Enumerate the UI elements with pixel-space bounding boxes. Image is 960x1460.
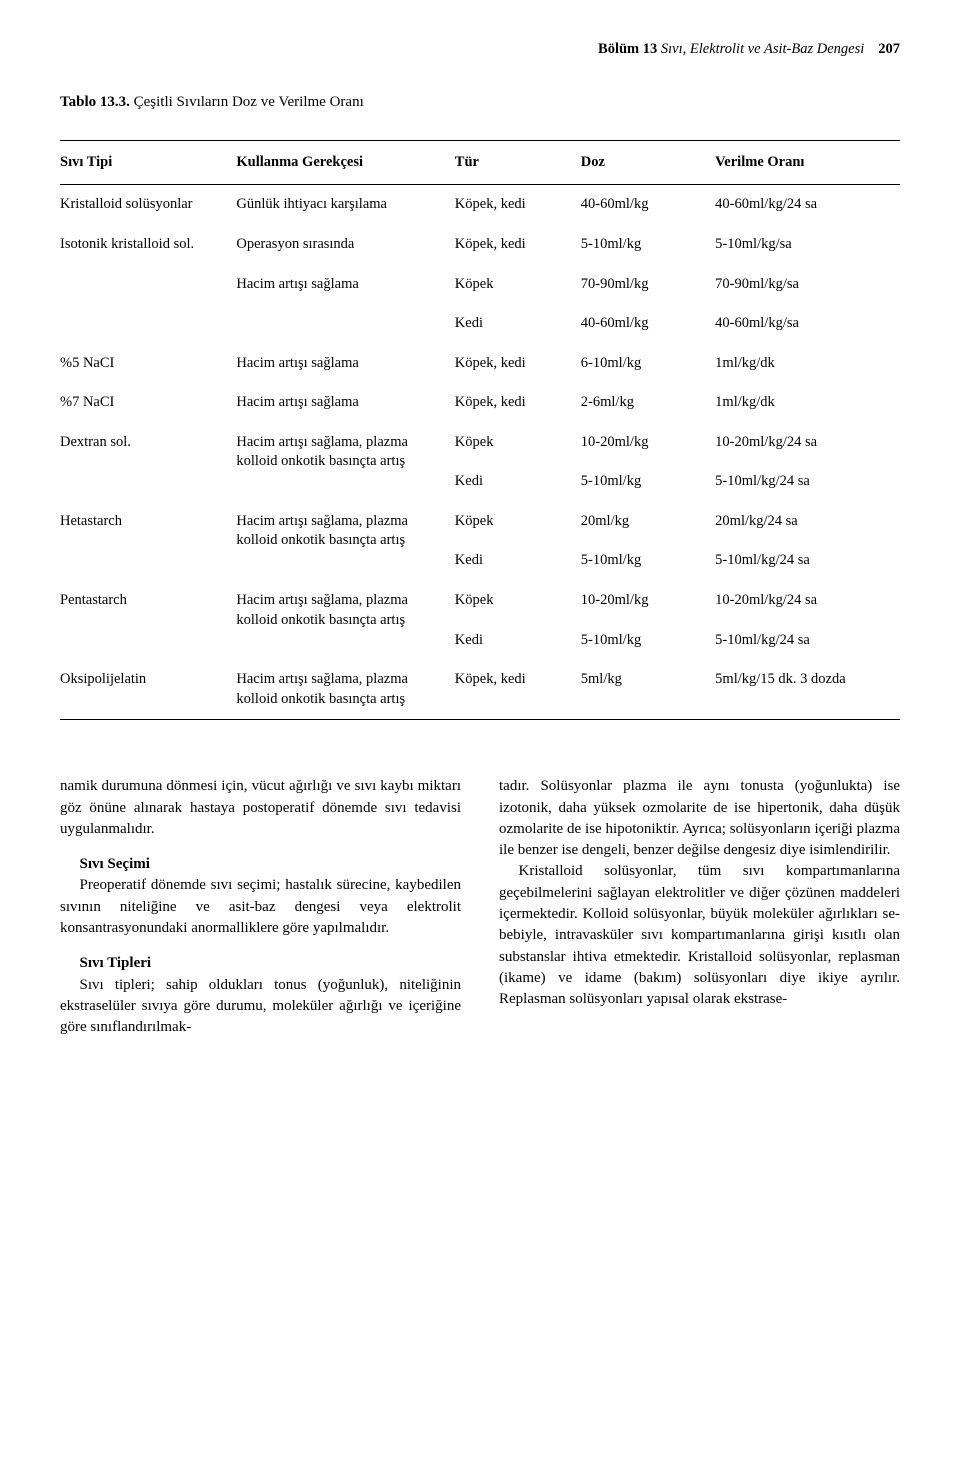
col-header-reason: Kullanma Gerekçesi — [236, 140, 454, 185]
page-number: 207 — [878, 40, 900, 60]
cell-dose: 40-60ml/kg — [581, 304, 715, 344]
cell-species: Köpek, kedi — [455, 225, 581, 265]
table-row: Isotonik kristalloid sol. Operasyon sıra… — [60, 225, 900, 265]
cell-type — [60, 304, 236, 344]
cell-species: Kedi — [455, 304, 581, 344]
cell-species: Köpek, kedi — [455, 344, 581, 384]
cell-type: Kristalloid solüsyonlar — [60, 185, 236, 225]
cell-type: %7 NaCI — [60, 383, 236, 423]
cell-dose: 70-90ml/kg — [581, 265, 715, 305]
body-col-right: tadır. Solüsyonlar plazma ile aynı tonus… — [499, 776, 900, 1038]
cell-species: Köpek, kedi — [455, 383, 581, 423]
cell-rate: 5ml/kg/15 dk. 3 dozda — [715, 660, 900, 720]
cell-type — [60, 265, 236, 305]
cell-type: Isotonik kristalloid sol. — [60, 225, 236, 265]
section-heading: Sıvı Tipleri — [60, 953, 461, 974]
chapter-title: Sıvı, Elektrolit ve Asit-Baz Dengesi — [661, 41, 864, 57]
cell-dose: 5-10ml/kg — [581, 225, 715, 265]
para: Kristalloid solüsyonlar, tüm sıvı kompar… — [499, 861, 900, 1010]
section-heading: Sıvı Seçimi — [60, 854, 461, 875]
para: Sıvı tipleri; sahip oldukları tonus (yoğ… — [60, 975, 461, 1039]
cell-species: Kedi — [455, 541, 581, 581]
cell-dose: 5-10ml/kg — [581, 462, 715, 502]
cell-reason: Hacim artışı sağlama — [236, 265, 454, 305]
cell-type: Pentastarch — [60, 581, 236, 660]
cell-dose: 10-20ml/kg — [581, 423, 715, 463]
cell-species: Kedi — [455, 621, 581, 661]
cell-species: Köpek — [455, 265, 581, 305]
table-row: %5 NaCI Hacim artışı sağlama Köpek, kedi… — [60, 344, 900, 384]
cell-species: Kedi — [455, 462, 581, 502]
cell-rate: 20ml/kg/24 sa — [715, 502, 900, 542]
cell-dose: 20ml/kg — [581, 502, 715, 542]
body-col-left: namik durumuna dönmesi için, vücut ağırl… — [60, 776, 461, 1038]
table-row: Pentastarch Hacim artışı sağlama, plazma… — [60, 581, 900, 621]
table-caption-number: Tablo 13.3. — [60, 94, 130, 110]
chapter-label: Bölüm 13 — [598, 41, 657, 57]
table-header-row: Sıvı Tipi Kullanma Gerekçesi Tür Doz Ver… — [60, 140, 900, 185]
col-header-species: Tür — [455, 140, 581, 185]
cell-rate: 5-10ml/kg/24 sa — [715, 462, 900, 502]
cell-dose: 40-60ml/kg — [581, 185, 715, 225]
table-row: Kedi 40-60ml/kg 40-60ml/kg/sa — [60, 304, 900, 344]
col-header-rate: Verilme Oranı — [715, 140, 900, 185]
cell-rate: 40-60ml/kg/sa — [715, 304, 900, 344]
cell-reason: Hacim artışı sağlama, plazma kolloid onk… — [236, 502, 454, 581]
cell-reason: Hacim artışı sağlama, plazma kolloid onk… — [236, 660, 454, 720]
table-row: Oksipolijelatin Hacim artışı sağlama, pl… — [60, 660, 900, 720]
para: namik durumuna dönmesi için, vücut ağırl… — [60, 776, 461, 840]
cell-species: Köpek, kedi — [455, 660, 581, 720]
cell-reason: Hacim artışı sağlama, plazma kolloid onk… — [236, 581, 454, 660]
cell-reason: Operasyon sırasında — [236, 225, 454, 265]
cell-dose: 10-20ml/kg — [581, 581, 715, 621]
table-caption: Tablo 13.3. Çeşitli Sıvıların Doz ve Ver… — [60, 92, 900, 112]
cell-reason — [236, 304, 454, 344]
cell-dose: 5-10ml/kg — [581, 541, 715, 581]
running-header-text: Bölüm 13 Sıvı, Elektrolit ve Asit-Baz De… — [598, 40, 864, 60]
cell-type: Oksipolijelatin — [60, 660, 236, 720]
cell-rate: 1ml/kg/dk — [715, 383, 900, 423]
cell-reason: Hacim artışı sağlama, plazma kolloid onk… — [236, 423, 454, 502]
table-row: Dextran sol. Hacim artışı sağlama, plazm… — [60, 423, 900, 463]
dose-table: Sıvı Tipi Kullanma Gerekçesi Tür Doz Ver… — [60, 140, 900, 720]
cell-species: Köpek, kedi — [455, 185, 581, 225]
table-row: Hetastarch Hacim artışı sağlama, plazma … — [60, 502, 900, 542]
cell-type: %5 NaCI — [60, 344, 236, 384]
cell-reason: Hacim artışı sağlama — [236, 383, 454, 423]
cell-rate: 1ml/kg/dk — [715, 344, 900, 384]
body-columns: namik durumuna dönmesi için, vücut ağırl… — [60, 776, 900, 1038]
table-row: %7 NaCI Hacim artışı sağlama Köpek, kedi… — [60, 383, 900, 423]
cell-rate: 5-10ml/kg/24 sa — [715, 621, 900, 661]
cell-dose: 5-10ml/kg — [581, 621, 715, 661]
cell-species: Köpek — [455, 423, 581, 463]
table-row: Hacim artışı sağlama Köpek 70-90ml/kg 70… — [60, 265, 900, 305]
col-header-dose: Doz — [581, 140, 715, 185]
cell-rate: 5-10ml/kg/sa — [715, 225, 900, 265]
table-caption-text: Çeşitli Sıvıların Doz ve Verilme Oranı — [130, 94, 364, 110]
cell-reason: Hacim artışı sağlama — [236, 344, 454, 384]
running-header: Bölüm 13 Sıvı, Elektrolit ve Asit-Baz De… — [60, 40, 900, 60]
cell-rate: 10-20ml/kg/24 sa — [715, 581, 900, 621]
cell-reason: Günlük ihtiyacı karşılama — [236, 185, 454, 225]
cell-rate: 40-60ml/kg/24 sa — [715, 185, 900, 225]
cell-dose: 5ml/kg — [581, 660, 715, 720]
cell-type: Hetastarch — [60, 502, 236, 581]
table-row: Kristalloid solüsyonlar Günlük ihtiyacı … — [60, 185, 900, 225]
para: Preoperatif dönemde sıvı seçimi; hastalı… — [60, 875, 461, 939]
cell-rate: 70-90ml/kg/sa — [715, 265, 900, 305]
cell-species: Köpek — [455, 581, 581, 621]
cell-dose: 2-6ml/kg — [581, 383, 715, 423]
col-header-type: Sıvı Tipi — [60, 140, 236, 185]
cell-dose: 6-10ml/kg — [581, 344, 715, 384]
cell-rate: 5-10ml/kg/24 sa — [715, 541, 900, 581]
cell-rate: 10-20ml/kg/24 sa — [715, 423, 900, 463]
para: tadır. Solüsyonlar plazma ile aynı tonus… — [499, 776, 900, 861]
cell-type: Dextran sol. — [60, 423, 236, 502]
cell-species: Köpek — [455, 502, 581, 542]
